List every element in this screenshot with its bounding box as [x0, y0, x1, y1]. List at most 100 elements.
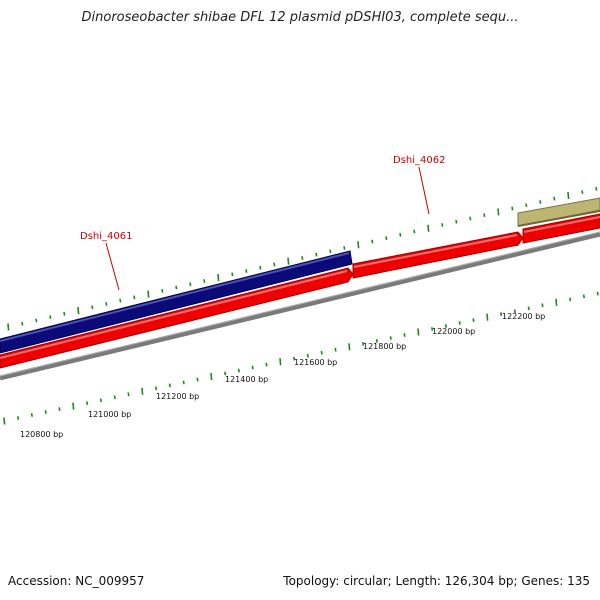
sequence-backbone [0, 231, 600, 381]
accession-text: Accession: NC_009957 [8, 574, 145, 588]
lower-minor-tick [403, 333, 406, 337]
lower-minor-tick [17, 416, 20, 420]
scale-label-120800: 120800 bp [20, 430, 63, 439]
lower-minor-tick [513, 309, 516, 314]
lower-minor-tick [500, 312, 503, 317]
topology-text: Topology: circular; Length: 126,304 bp; … [283, 574, 590, 588]
upper-minor-tick [259, 265, 262, 270]
upper-minor-tick [21, 321, 24, 326]
upper-minor-tick [91, 305, 94, 310]
lower-minor-tick [375, 338, 378, 343]
upper-major-tick [567, 191, 570, 199]
lower-minor-tick [251, 365, 254, 370]
upper-minor-tick [189, 282, 192, 287]
lower-minor-tick [127, 392, 130, 397]
lower-minor-tick [155, 386, 158, 391]
gene-label-leader-dshi-4061 [105, 242, 120, 291]
lower-minor-tick [444, 324, 447, 328]
upper-minor-tick [525, 203, 528, 208]
upper-minor-tick [35, 318, 38, 323]
upper-minor-tick [553, 196, 556, 201]
lower-minor-tick [362, 341, 365, 346]
lower-major-tick [3, 417, 6, 425]
map-title: Dinoroseobacter shibae DFL 12 plasmid pD… [81, 10, 519, 25]
lower-minor-tick [472, 318, 475, 323]
scale-label-122200: 122200 bp [502, 312, 545, 321]
gene-dshi-4061-highlight [0, 252, 350, 342]
lower-minor-tick [113, 395, 116, 400]
upper-major-tick [217, 274, 220, 282]
lower-minor-tick [541, 303, 544, 308]
upper-major-tick [7, 323, 10, 331]
upper-minor-tick [441, 223, 444, 227]
scale-label-122000: 122000 bp [432, 327, 475, 336]
upper-major-tick [287, 257, 290, 265]
upper-minor-tick [413, 229, 416, 234]
lower-minor-tick [99, 398, 102, 403]
upper-tick-track [7, 186, 598, 331]
gene-dshi-4062-forward[interactable] [352, 231, 524, 279]
lower-major-tick [555, 298, 558, 306]
lower-minor-tick [293, 356, 296, 361]
upper-minor-tick [119, 298, 122, 303]
upper-minor-tick [371, 239, 374, 244]
lower-minor-tick [582, 294, 585, 299]
lower-minor-tick [527, 306, 530, 311]
lower-major-tick [279, 358, 282, 366]
upper-major-tick [497, 208, 500, 216]
upper-minor-tick [343, 246, 346, 250]
upper-minor-tick [315, 252, 318, 257]
upper-minor-tick [231, 272, 234, 277]
lower-minor-tick [334, 347, 337, 352]
feature-khaki-underline [517, 210, 600, 227]
upper-minor-tick [63, 311, 66, 316]
gene-label-dshi-4061: Dshi_4061 [80, 231, 132, 242]
gene-label-leader-dshi-4062 [418, 166, 430, 215]
lower-major-tick [141, 387, 144, 395]
scale-label-121600: 121600 bp [294, 358, 337, 367]
lower-minor-tick [306, 353, 309, 358]
upper-minor-tick [469, 216, 472, 221]
lower-minor-tick [265, 362, 268, 367]
lower-minor-tick [196, 377, 199, 382]
scale-label-121000: 121000 bp [88, 410, 131, 419]
lower-minor-tick [86, 401, 89, 406]
upper-minor-tick [455, 219, 458, 224]
feature-khaki[interactable] [517, 197, 600, 227]
upper-minor-tick [49, 315, 52, 320]
lower-major-tick [210, 372, 213, 381]
upper-major-tick [77, 307, 80, 315]
lower-minor-tick [389, 336, 392, 340]
upper-minor-tick [595, 186, 598, 191]
upper-minor-tick [245, 269, 248, 273]
gene-forward-left[interactable] [0, 267, 354, 369]
upper-minor-tick [133, 295, 136, 300]
upper-minor-tick [175, 285, 178, 290]
upper-major-tick [147, 290, 150, 298]
gene-dshi-4061-reverse-track[interactable] [0, 250, 353, 354]
lower-major-tick [486, 313, 489, 321]
lower-minor-tick [58, 407, 61, 412]
upper-minor-tick [329, 249, 332, 254]
lower-minor-tick [569, 297, 572, 302]
upper-minor-tick [511, 206, 514, 211]
upper-minor-tick [301, 256, 304, 260]
gene-label-dshi-4062: Dshi_4062 [393, 155, 445, 166]
upper-major-tick [427, 224, 430, 232]
gene-dshi-4062-highlight [353, 234, 518, 268]
scale-label-121400: 121400 bp [225, 375, 268, 384]
upper-minor-tick [385, 236, 388, 241]
lower-minor-tick [431, 327, 434, 331]
upper-major-tick [357, 241, 360, 249]
lower-minor-tick [596, 291, 599, 296]
upper-minor-tick [539, 200, 542, 204]
upper-minor-tick [273, 262, 276, 267]
lower-minor-tick [458, 321, 461, 325]
upper-minor-tick [105, 302, 108, 306]
upper-minor-tick [203, 279, 206, 283]
gene-forward-left-highlight [0, 270, 348, 359]
scale-label-121200: 121200 bp [156, 392, 199, 401]
lower-minor-tick [237, 368, 240, 373]
lower-minor-tick [30, 413, 33, 417]
